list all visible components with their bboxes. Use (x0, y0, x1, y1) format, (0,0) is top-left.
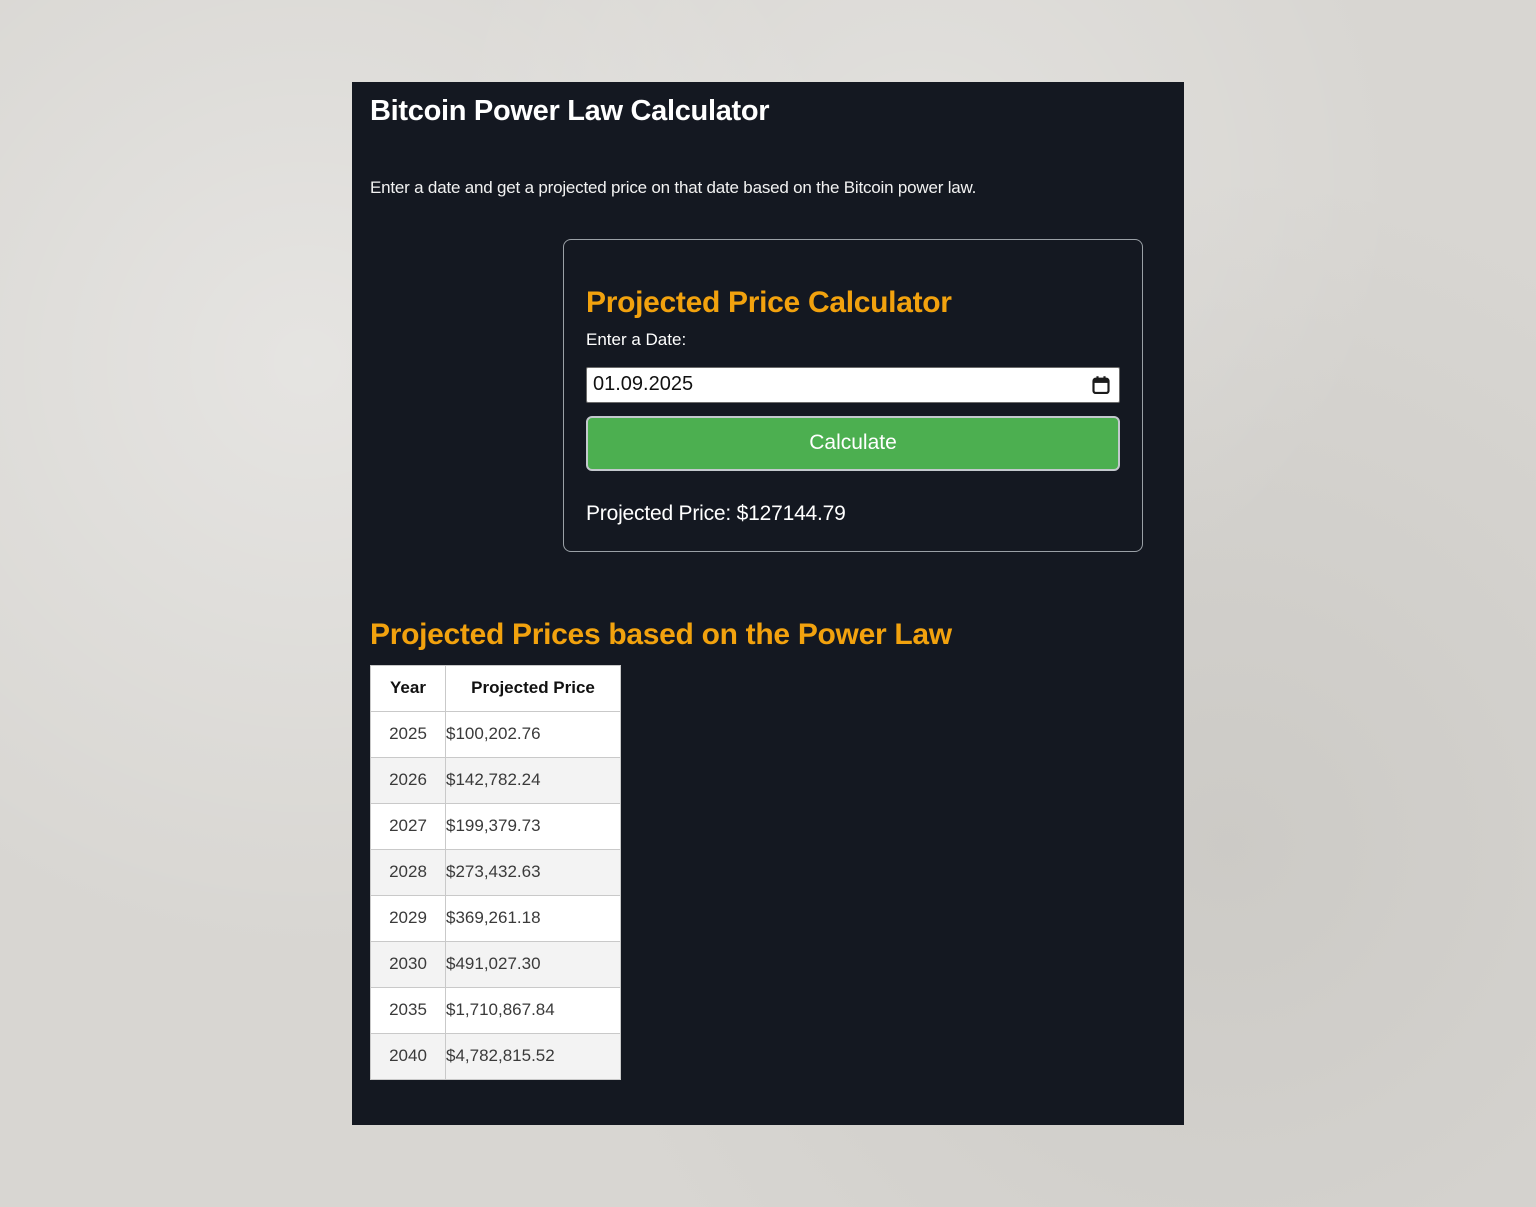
date-label: Enter a Date: (586, 329, 687, 349)
calculator-heading: Projected Price Calculator (586, 285, 952, 319)
cell-price: $4,782,815.52 (445, 1032, 621, 1080)
column-header-price: Projected Price (445, 664, 621, 712)
table-header-row: Year Projected Price (370, 664, 621, 712)
projection-table: Year Projected Price 2025 $100,202.76 20… (370, 664, 621, 1080)
result-label: Projected Price: (586, 501, 732, 525)
page-subtitle: Enter a date and get a projected price o… (370, 177, 977, 197)
cell-year: 2030 (370, 940, 446, 988)
table-row: 2030 $491,027.30 (370, 940, 621, 988)
cell-price: $100,202.76 (445, 710, 621, 758)
cell-year: 2035 (370, 986, 446, 1034)
column-header-year: Year (370, 664, 446, 712)
cell-year: 2026 (370, 756, 446, 804)
calculator-box: Projected Price Calculator Enter a Date:… (563, 238, 1143, 552)
cell-price: $491,027.30 (445, 940, 621, 988)
result-line: Projected Price: $127144.79 (586, 502, 1120, 526)
cell-price: $273,432.63 (445, 848, 621, 896)
cell-price: $1,710,867.84 (445, 986, 621, 1034)
page-title: Bitcoin Power Law Calculator (370, 95, 770, 127)
cell-year: 2027 (370, 802, 446, 850)
table-row: 2028 $273,432.63 (370, 848, 621, 896)
table-row: 2029 $369,261.18 (370, 894, 621, 942)
date-input[interactable] (586, 366, 1120, 403)
main-panel: Bitcoin Power Law Calculator Enter a dat… (352, 82, 1184, 1125)
cell-year: 2040 (370, 1032, 446, 1080)
cell-price: $199,379.73 (445, 802, 621, 850)
cell-price: $142,782.24 (445, 756, 621, 804)
table-row: 2027 $199,379.73 (370, 802, 621, 850)
table-row: 2026 $142,782.24 (370, 756, 621, 804)
table-section-heading: Projected Prices based on the Power Law (370, 617, 952, 651)
cell-year: 2028 (370, 848, 446, 896)
date-input-wrap (586, 366, 1120, 403)
cell-price: $369,261.18 (445, 894, 621, 942)
result-value: $127144.79 (736, 501, 846, 525)
cell-year: 2025 (370, 710, 446, 758)
table-row: 2040 $4,782,815.52 (370, 1032, 621, 1080)
cell-year: 2029 (370, 894, 446, 942)
table-row: 2025 $100,202.76 (370, 710, 621, 758)
calculate-button[interactable]: Calculate (586, 415, 1120, 471)
table-row: 2035 $1,710,867.84 (370, 986, 621, 1034)
